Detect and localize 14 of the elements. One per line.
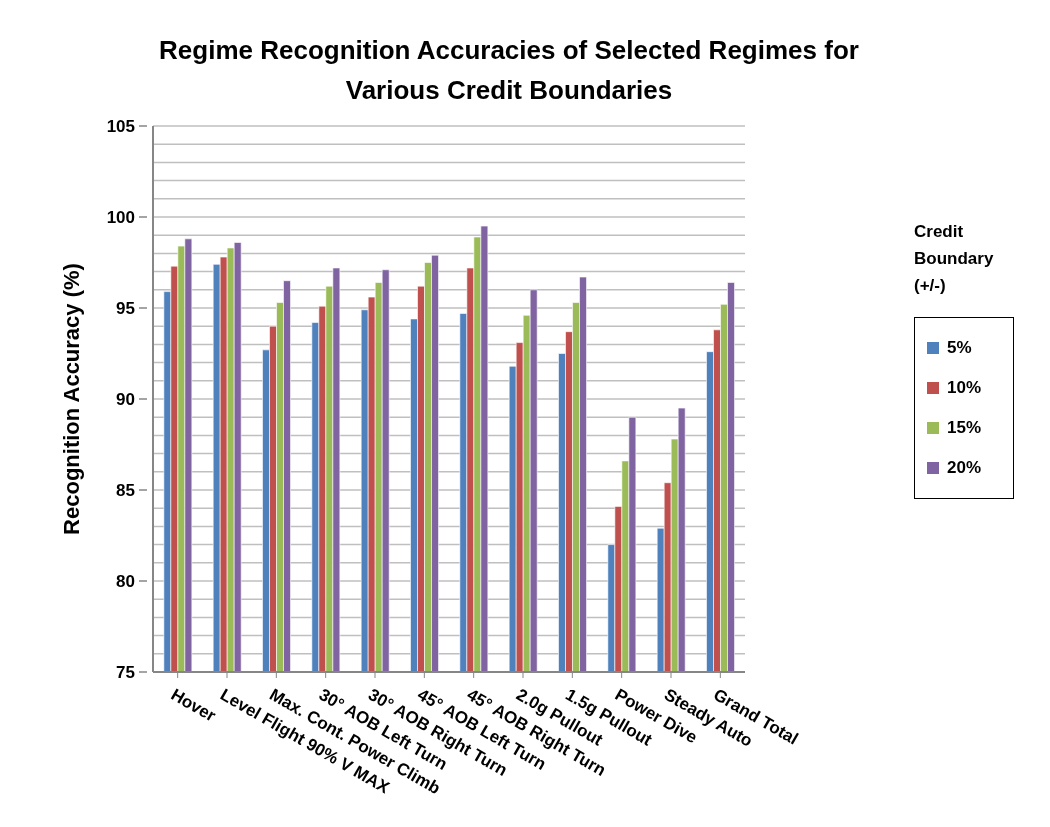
chart-title: Regime Recognition Accuracies of Selected Regimes for Various Credit Boundaries [158, 34, 860, 107]
legend-title: Credit Boundary (+/-) [914, 221, 995, 297]
y-tick-label: 90 [116, 389, 135, 409]
y-tick-label: 105 [106, 116, 135, 136]
y-tick-label: 100 [106, 207, 135, 227]
legend-label: 10% [947, 378, 982, 398]
legend-label: 15% [947, 418, 982, 438]
y-tick-label: 75 [116, 662, 135, 682]
y-tick-label: 85 [116, 480, 135, 500]
legend-label: 5% [947, 338, 972, 358]
y-tick-label: 80 [116, 571, 135, 591]
legend-label: 20% [947, 458, 982, 478]
y-axis-title: Recognition Accuracy (%) [58, 263, 84, 535]
y-tick-label: 95 [116, 298, 135, 318]
